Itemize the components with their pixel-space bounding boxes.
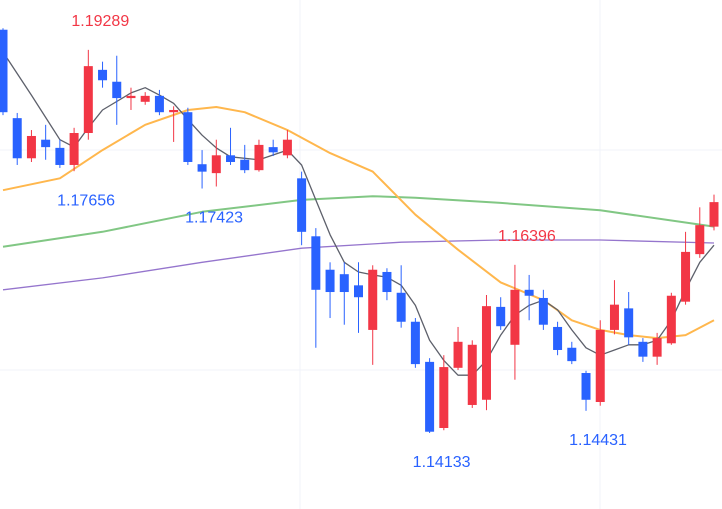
candle-body [524,289,534,296]
candle-body [567,347,577,362]
moving-average-line [2,195,715,248]
price-annotation: 1.17656 [57,192,115,209]
annotations: 1.19289 1.17656 1.17423 1.16396 1.14133 1.144… [57,13,627,471]
moving-averages [2,51,715,376]
candle-body [226,155,236,162]
candle-body [268,147,278,153]
candle-body [69,133,79,165]
candle-body [126,95,136,99]
candle-body [467,344,477,405]
candle-body [368,269,378,330]
candle-body [624,308,634,338]
candle-body [197,164,207,172]
candle-body [709,202,719,227]
candle-body [453,341,463,368]
candle-body [183,112,193,162]
candle-body [311,236,321,290]
moving-average-line [2,51,715,376]
candle-body [382,271,392,293]
candle-body [396,292,406,322]
price-annotation: 1.14431 [569,432,627,449]
candle-body [538,297,548,325]
moving-average-line [2,239,715,291]
candle-body [169,109,179,113]
candle-body [581,373,591,400]
candle-body [26,135,36,159]
candle-body [681,251,691,302]
price-annotation: 1.17423 [185,210,243,227]
candle-body [496,306,506,327]
moving-average-line [2,106,715,340]
candle-body [297,178,307,232]
candle-body [510,289,520,345]
candle-body [211,155,221,174]
candle-body [666,295,676,344]
candle-body [41,139,51,148]
candle-body [83,66,93,134]
candle-body [638,341,648,357]
candle-body [98,69,108,81]
candles [0,28,719,433]
price-annotation: 1.14133 [413,454,471,471]
candle-body [652,338,662,357]
candle-body [339,274,349,293]
candle-body [481,306,491,400]
candle-body [112,81,122,99]
candle-body [154,95,164,113]
candle-body [140,95,150,102]
candle-body [609,304,619,330]
price-annotation: 1.16396 [498,228,556,245]
candle-body [282,139,292,156]
candle-body [12,118,22,159]
candle-body [55,147,65,165]
candle-body [695,225,705,255]
candle-body [0,29,8,113]
candle-body [595,329,605,402]
candle-body [325,269,335,293]
candle-body [240,159,250,171]
price-annotation: 1.19289 [71,13,129,30]
candle-body [439,367,449,429]
candle-body [410,321,420,365]
candle-body [425,361,435,432]
candle-body [553,326,563,350]
candle-body [354,285,363,298]
candle-body [254,144,264,171]
